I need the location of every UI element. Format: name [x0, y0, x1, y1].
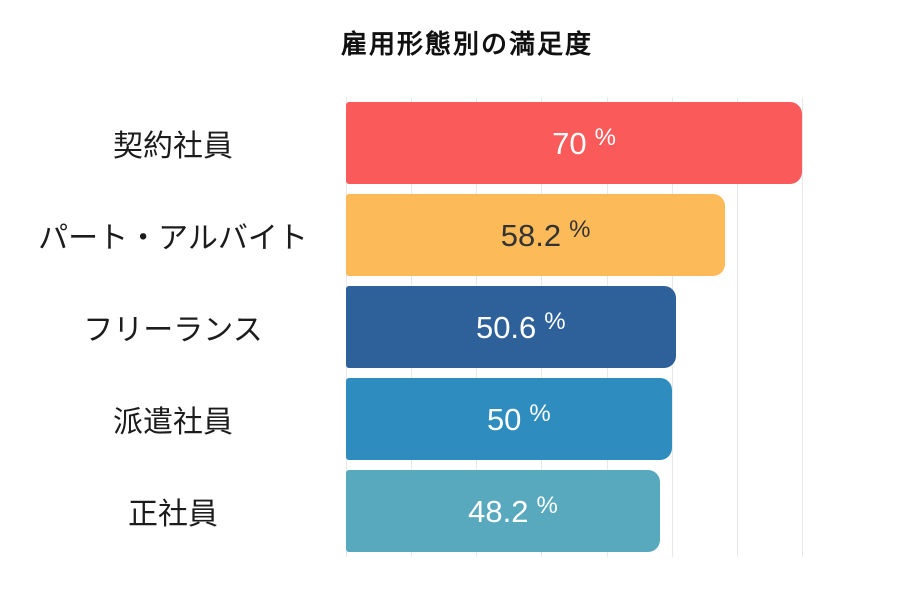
unit-label: % [529, 400, 551, 427]
unit-label: % [594, 124, 616, 151]
value-label: 48.2 [468, 493, 529, 529]
bar-rows: 契約社員 70% パート・アルバイト 58.2% フリーランス 50.6% 派遣社員 50% 正… [0, 97, 900, 557]
unit-label: % [569, 216, 591, 243]
category-label: 正社員 [128, 498, 218, 531]
bar-track: 48.2% [346, 465, 802, 557]
unit-label: % [536, 492, 558, 519]
bar: 58.2% [346, 194, 726, 276]
bar-track: 50% [346, 373, 802, 465]
value-label: 50.6 [475, 309, 537, 345]
bar-row: パート・アルバイト 58.2% [0, 189, 900, 281]
chart-title: 雇用形態別の満足度 [340, 29, 593, 59]
bar-row: フリーランス 50.6% [0, 281, 900, 373]
bar: 50.6% [346, 286, 676, 368]
value-label: 58.2 [500, 217, 562, 253]
bar: 48.2% [346, 470, 660, 552]
gridline [802, 97, 803, 557]
bar: 50% [346, 378, 672, 460]
unit-label: % [544, 308, 566, 335]
bar-track: 58.2% [346, 189, 802, 281]
bar-row: 派遣社員 50% [0, 373, 900, 465]
bar-track: 50.6% [346, 281, 802, 373]
category-label: フリーランス [83, 314, 263, 347]
bar: 70% [346, 102, 802, 184]
category-label: 派遣社員 [113, 406, 233, 439]
value-label: 50 [486, 401, 522, 437]
bar-track: 70% [346, 97, 802, 189]
category-label: パート・アルバイト [38, 222, 308, 255]
bar-row: 正社員 48.2% [0, 465, 900, 557]
bar-row: 契約社員 70% [0, 97, 900, 189]
category-label: 契約社員 [113, 130, 233, 163]
value-label: 70 [552, 125, 587, 161]
plot-area: 契約社員 70% パート・アルバイト 58.2% フリーランス 50.6% 派遣社員 50% 正… [0, 97, 900, 557]
gridline [736, 97, 738, 557]
